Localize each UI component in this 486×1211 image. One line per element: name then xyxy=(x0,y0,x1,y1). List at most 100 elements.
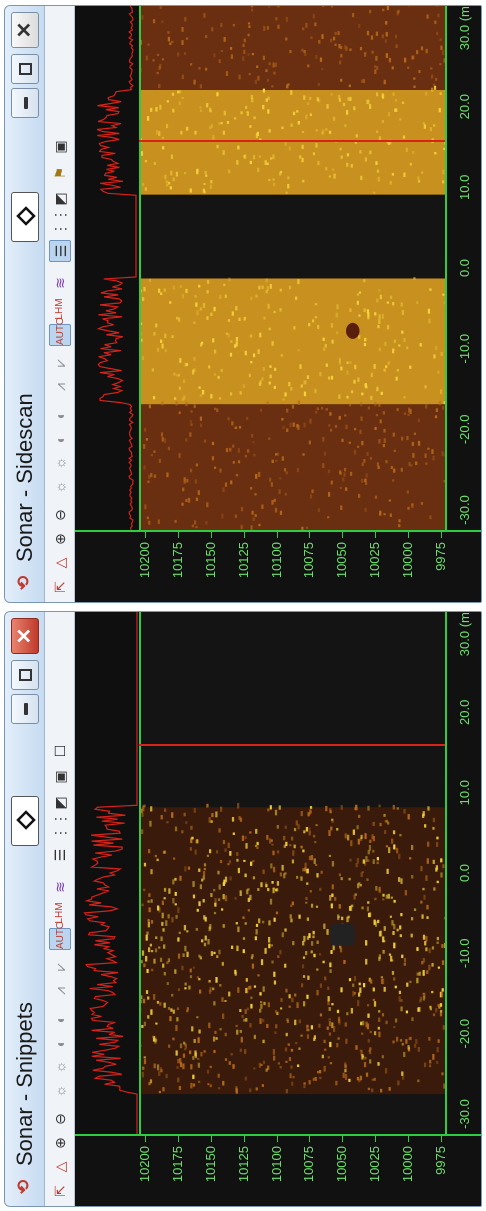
pointer-tool-button[interactable]: ⇱ xyxy=(52,581,68,593)
zoom-out-button[interactable]: ⊖ xyxy=(52,509,68,521)
y-tick-mark xyxy=(243,1136,245,1142)
sonar-texture xyxy=(198,868,201,872)
grid-button[interactable]: ☰ xyxy=(49,240,71,262)
maximize-button[interactable] xyxy=(11,660,39,690)
cursor-line[interactable] xyxy=(139,140,445,142)
close-button[interactable]: ✕ xyxy=(11,618,39,654)
sonar-texture xyxy=(279,872,282,877)
sonar-texture xyxy=(403,962,406,966)
sonar-texture xyxy=(367,805,370,811)
sonar-texture xyxy=(192,1074,195,1079)
snapshot-button[interactable]: ▣ xyxy=(52,140,68,154)
maximize-button[interactable] xyxy=(11,54,39,84)
auto-button[interactable]: AUTO xyxy=(49,921,71,950)
sonar-texture xyxy=(380,1088,383,1093)
sonar-texture xyxy=(167,446,171,451)
sonar-texture xyxy=(409,857,412,860)
contrast-up-button[interactable]: ◐ xyxy=(52,434,68,444)
brightness-up-button[interactable]: ☼ xyxy=(52,480,68,494)
sonar-texture xyxy=(239,890,242,897)
shade-button[interactable]: ◩ xyxy=(52,796,68,810)
sonar-image[interactable] xyxy=(139,6,445,530)
sonar-texture xyxy=(369,150,372,155)
sonar-texture xyxy=(359,883,362,887)
sonar-texture xyxy=(143,443,146,449)
list-button[interactable]: ⋮⋮ xyxy=(52,812,68,840)
cursor-line[interactable] xyxy=(139,744,445,746)
sonar-texture xyxy=(224,294,227,298)
brightness-up-button[interactable]: ☼ xyxy=(52,1084,68,1098)
list-button[interactable]: ⋮⋮ xyxy=(52,208,68,236)
sonar-texture xyxy=(296,1002,299,1009)
sonar-texture xyxy=(411,441,414,447)
sonar-texture xyxy=(145,438,149,441)
sonar-texture xyxy=(317,82,320,87)
measure-tool-button[interactable]: △ xyxy=(52,557,68,569)
brightness-down-button[interactable]: ☼ xyxy=(52,456,68,470)
sonar-texture xyxy=(406,346,409,350)
sonar-texture xyxy=(205,521,208,525)
shade-button[interactable]: ◩ xyxy=(52,192,68,206)
checkbox-button[interactable]: ☐ xyxy=(52,744,68,758)
sonar-texture xyxy=(257,75,260,81)
snapshot-button[interactable]: ▣ xyxy=(52,770,68,784)
pin-button[interactable] xyxy=(11,796,39,846)
sonar-texture xyxy=(366,99,369,105)
grid-button[interactable]: ☰ xyxy=(52,848,68,862)
minimize-button[interactable] xyxy=(11,88,39,118)
auto-button[interactable]: AUTO xyxy=(49,317,71,346)
sonar-texture xyxy=(266,401,269,405)
sonar-texture xyxy=(431,990,434,994)
sonar-texture xyxy=(228,277,231,282)
sonar-texture xyxy=(252,876,256,880)
marker-button[interactable]: ⚑ xyxy=(52,166,68,180)
palette-dropdown[interactable]: ≋ xyxy=(52,881,68,893)
brightness-down-button[interactable]: ☼ xyxy=(52,1060,68,1074)
gain-up-button[interactable]: ⩘ xyxy=(52,987,68,995)
lhm-button[interactable]: LHM xyxy=(54,902,65,924)
sonar-texture xyxy=(251,97,254,103)
sonar-plot[interactable]: 10200 10175 10150 10125 10100 10075 10050 10025… xyxy=(75,611,481,1206)
sonar-texture xyxy=(344,44,347,50)
sonar-texture xyxy=(384,341,387,346)
gain-up-button[interactable]: ⩘ xyxy=(52,383,68,391)
sonar-texture xyxy=(191,369,195,375)
sonar-texture xyxy=(182,1063,185,1070)
sonar-texture xyxy=(183,395,186,400)
pin-button[interactable] xyxy=(11,192,39,242)
sonar-texture xyxy=(350,390,354,394)
palette-dropdown[interactable]: ≋ xyxy=(52,277,68,289)
sonar-texture xyxy=(202,871,206,876)
gain-down-button[interactable]: ⩗ xyxy=(52,359,68,367)
measure-tool-button[interactable]: △ xyxy=(52,1161,68,1173)
titlebar[interactable]: ⟲ Sonar - Snippets ✕ xyxy=(5,612,45,1206)
y-tick-label: 10100 xyxy=(268,1146,284,1183)
sonar-texture xyxy=(202,875,205,880)
sonar-texture xyxy=(302,1001,306,1007)
sonar-texture xyxy=(436,31,439,36)
zoom-in-button[interactable]: ⊕ xyxy=(52,1137,68,1149)
sonar-texture xyxy=(409,1036,412,1041)
sonar-texture xyxy=(207,938,210,945)
gain-down-button[interactable]: ⩗ xyxy=(52,963,68,971)
contrast-up-button[interactable]: ◐ xyxy=(52,1038,68,1048)
lhm-button[interactable]: LHM xyxy=(54,298,65,320)
pointer-tool-button[interactable]: ⇱ xyxy=(52,1185,68,1197)
sonar-texture xyxy=(319,57,323,62)
sonar-image[interactable] xyxy=(139,612,445,1134)
minimize-button[interactable] xyxy=(11,694,39,724)
sonar-texture xyxy=(274,809,278,816)
sonar-texture xyxy=(168,181,171,185)
sonar-texture xyxy=(247,22,251,25)
contrast-down-button[interactable]: ◐ xyxy=(52,410,68,420)
contrast-down-button[interactable]: ◐ xyxy=(52,1014,68,1024)
zoom-out-button[interactable]: ⊖ xyxy=(52,1113,68,1125)
sonar-texture xyxy=(298,914,301,919)
sonar-texture xyxy=(314,864,318,867)
zoom-in-button[interactable]: ⊕ xyxy=(52,533,68,545)
y-tick-mark xyxy=(375,532,377,538)
titlebar[interactable]: ⟲ Sonar - Sidescan ✕ xyxy=(5,6,45,602)
close-button[interactable]: ✕ xyxy=(11,12,39,48)
sonar-texture xyxy=(250,6,254,8)
sonar-plot[interactable]: 10200 10175 10150 10125 10100 10075 10050 10025… xyxy=(75,5,481,602)
